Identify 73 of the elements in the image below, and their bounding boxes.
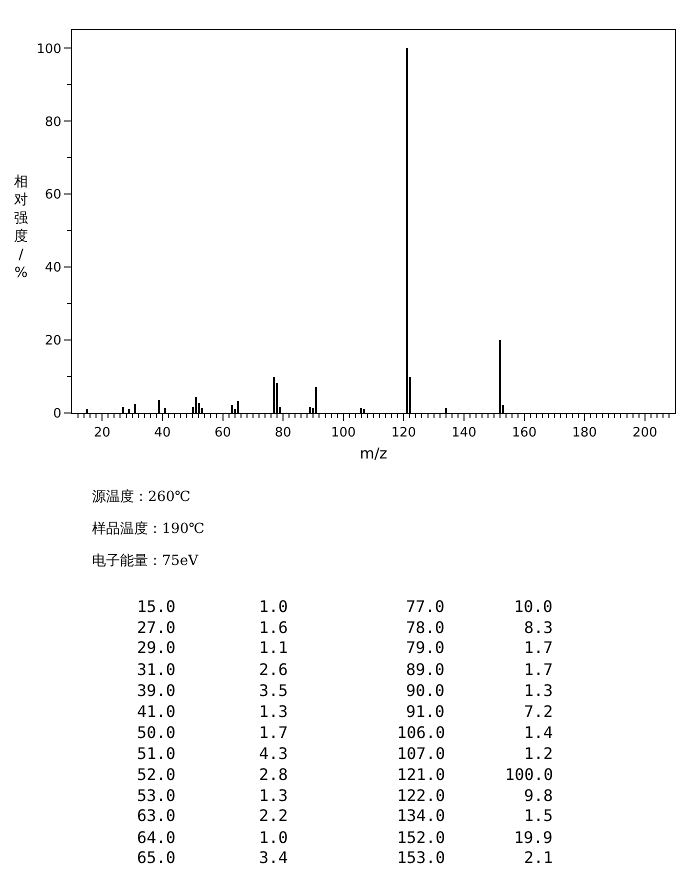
text: 41.0 [137,702,176,721]
text: 19.9 [514,828,553,847]
text: 1.6 [259,618,288,637]
text: 1.7 [259,723,288,742]
y-axis-title: 相对强度/% [14,174,28,281]
text: 27.0 [137,618,176,637]
x-tick-label: 40 [154,426,171,441]
text: 4.3 [259,744,288,763]
text: 153.0 [397,848,446,867]
text: 1.3 [259,702,288,721]
x-tick-label: 20 [94,426,110,441]
text: 3.5 [259,681,288,700]
text: 1.4 [524,723,553,742]
text: 源温度：260℃ [92,489,190,505]
x-axis-title: m/z [360,444,388,463]
text: 7.2 [524,702,553,721]
text: 79.0 [406,638,445,657]
text: 1.1 [259,638,288,657]
x-tick-label: 160 [512,426,537,441]
y-tick-label: 0 [53,406,62,422]
text: 样品温度：190℃ [92,521,204,537]
text: 1.7 [524,638,553,657]
text: 50.0 [137,723,176,742]
text: 52.0 [137,765,176,784]
text: 1.5 [524,806,553,825]
text: 9.8 [524,786,553,805]
text: 134.0 [397,806,446,825]
text: 31.0 [137,660,176,679]
text: 2.2 [259,806,288,825]
text: 65.0 [137,848,176,867]
x-tick-label: 180 [572,426,597,441]
text: 63.0 [137,806,176,825]
text: 107.0 [397,744,446,763]
x-tick-label: 200 [632,426,658,441]
text: 电子能量：75eV [92,553,200,569]
y-tick-label: 100 [36,42,62,57]
y-tick-label: 20 [44,334,62,349]
text: 1.0 [259,597,288,616]
text: 15.0 [137,597,176,616]
text: 10.0 [514,597,553,616]
text: 2.1 [524,848,553,867]
text: 91.0 [406,702,445,721]
x-tick-label: 80 [274,426,292,441]
text: 3.4 [259,848,288,867]
y-tick-label: 60 [44,188,62,203]
text: 64.0 [137,828,176,847]
text: 78.0 [406,618,445,637]
text: 1.7 [524,660,553,679]
text: 121.0 [397,765,446,784]
text: 1.0 [259,828,288,847]
text: 29.0 [137,638,176,657]
text: 106.0 [397,723,446,742]
x-tick-label: 140 [452,426,476,441]
text: 1.3 [524,681,553,700]
text: 1.3 [259,786,288,805]
text: 90.0 [406,681,445,700]
text: 8.3 [524,618,553,637]
text: 1.2 [524,744,553,763]
text: 2.8 [259,765,288,784]
text: 152.0 [397,828,446,847]
text: 53.0 [137,786,176,805]
x-tick-label: 100 [330,426,356,441]
text: 89.0 [406,660,445,679]
text: 77.0 [406,597,445,616]
text: 39.0 [137,681,176,700]
text: 100.0 [505,765,554,784]
x-tick-label: 120 [391,426,416,441]
text: 51.0 [137,744,176,763]
y-tick-label: 80 [44,114,62,130]
y-tick-label: 40 [44,260,62,276]
text: 2.6 [259,660,288,679]
text: 122.0 [397,786,446,805]
x-tick-label: 60 [214,426,232,441]
